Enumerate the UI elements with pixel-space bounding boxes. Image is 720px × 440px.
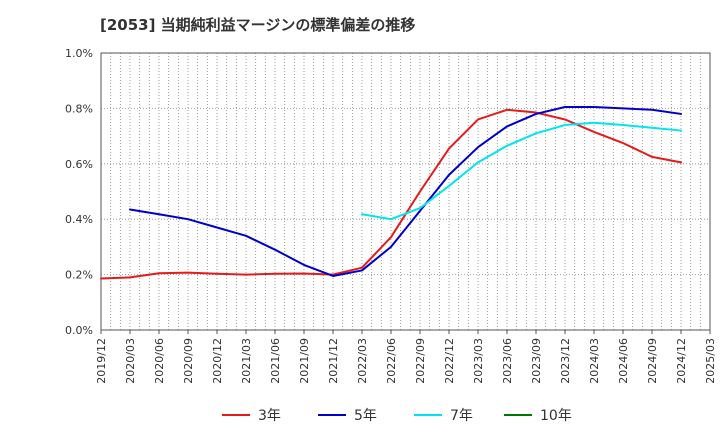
legend-swatch-5y (318, 414, 346, 416)
legend-item-5y: 5年 (318, 404, 377, 426)
y-tick-label: 0.2% (65, 269, 93, 282)
x-tick-label: 2022/09 (414, 338, 427, 384)
x-tick-label: 2021/03 (240, 338, 253, 384)
series-line-0 (100, 108, 682, 280)
x-tick-label: 2021/09 (298, 338, 311, 384)
x-tick-label: 2024/03 (588, 338, 601, 384)
x-tick-label: 2024/12 (675, 338, 688, 384)
y-tick-label: 0.4% (65, 213, 93, 226)
series-line-1 (129, 106, 682, 277)
x-tick-label: 2021/06 (269, 338, 282, 384)
x-tick-label: 2020/12 (211, 338, 224, 384)
x-tick-label: 2023/03 (472, 338, 485, 384)
legend-swatch-3y (222, 414, 250, 416)
chart-title: [2053] 当期純利益マージンの標準偏差の推移 (100, 16, 416, 34)
x-tick-label: 2023/06 (501, 338, 514, 384)
x-tick-label: 2020/09 (182, 338, 195, 384)
legend-label-5y: 5年 (354, 408, 377, 424)
x-tick-label: 2020/03 (124, 338, 137, 384)
legend-label-3y: 3年 (258, 408, 281, 424)
x-tick-label: 2021/12 (327, 338, 340, 384)
legend-item-7y: 7年 (414, 404, 473, 426)
x-tick-label: 2023/09 (530, 338, 543, 384)
legend-item-3y: 3年 (222, 404, 281, 426)
x-tick-label: 2023/12 (559, 338, 572, 384)
x-tick-label: 2024/09 (646, 338, 659, 384)
series-line-2 (361, 121, 682, 221)
x-tick-label: 2024/06 (617, 338, 630, 384)
y-tick-label: 0.0% (65, 324, 93, 337)
x-tick-label: 2019/12 (95, 338, 108, 384)
legend: 3年 5年 7年 10年 (0, 404, 720, 426)
legend-swatch-7y (414, 414, 442, 416)
y-tick-label: 0.8% (65, 102, 93, 115)
x-tick-label: 2022/03 (356, 338, 369, 384)
legend-label-7y: 7年 (450, 408, 473, 424)
legend-item-10y: 10年 (504, 404, 572, 426)
x-tick-label: 2025/03 (704, 338, 717, 384)
legend-swatch-10y (504, 414, 532, 416)
plot-border (100, 52, 711, 331)
x-tick-label: 2022/06 (385, 338, 398, 384)
y-tick-label: 0.6% (65, 158, 93, 171)
x-tick-label: 2020/06 (153, 338, 166, 384)
plot-area (101, 53, 710, 330)
legend-label-10y: 10年 (540, 408, 572, 424)
x-tick-label: 2022/12 (443, 338, 456, 384)
y-tick-label: 1.0% (65, 47, 93, 60)
